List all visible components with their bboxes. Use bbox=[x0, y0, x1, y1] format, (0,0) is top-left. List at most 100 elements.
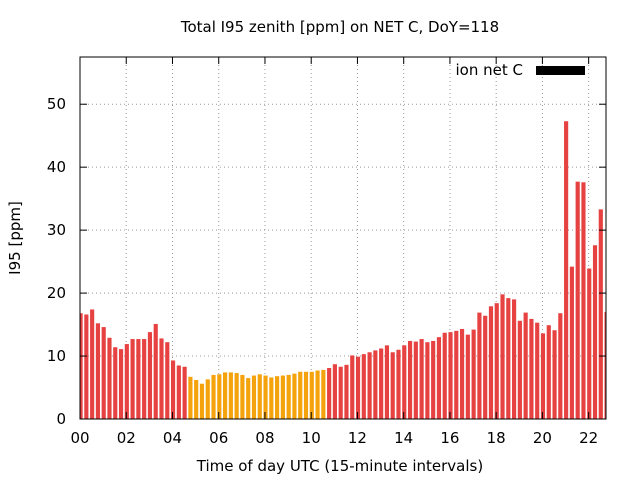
bar bbox=[118, 349, 124, 419]
bar bbox=[246, 378, 251, 419]
bar bbox=[113, 347, 118, 419]
axis-ticks bbox=[79, 57, 606, 420]
bar bbox=[309, 371, 314, 419]
bar bbox=[431, 340, 436, 419]
bar bbox=[275, 376, 280, 419]
bar bbox=[240, 374, 245, 419]
bar bbox=[228, 372, 233, 419]
bar bbox=[165, 342, 170, 419]
x-axis-label: Time of day UTC (15-minute intervals) bbox=[196, 457, 483, 475]
bar bbox=[488, 306, 494, 419]
x-tick-label: 14 bbox=[394, 429, 413, 447]
bar bbox=[500, 294, 505, 419]
bar bbox=[546, 325, 551, 419]
bar bbox=[477, 312, 482, 419]
bar bbox=[217, 374, 222, 419]
bar bbox=[367, 352, 372, 419]
bar bbox=[483, 315, 488, 419]
bar bbox=[396, 349, 401, 419]
bar bbox=[535, 322, 540, 419]
x-tick-label: 20 bbox=[533, 429, 552, 447]
bar bbox=[344, 364, 349, 419]
bar bbox=[315, 370, 320, 419]
bar bbox=[350, 355, 355, 419]
bar bbox=[419, 339, 424, 419]
x-tick-label: 08 bbox=[255, 429, 274, 447]
bar bbox=[454, 330, 459, 419]
legend-label: ion net C bbox=[456, 61, 523, 79]
bar bbox=[159, 338, 164, 419]
bar bbox=[604, 311, 606, 419]
bar bbox=[402, 345, 407, 419]
x-tick-label: 12 bbox=[348, 429, 367, 447]
legend: ion net C bbox=[456, 61, 585, 79]
y-tick-label: 0 bbox=[56, 410, 66, 428]
bar bbox=[107, 337, 112, 419]
bar bbox=[90, 309, 95, 419]
y-tick-labels: 0 10 20 30 40 50 bbox=[47, 95, 66, 428]
legend-swatch bbox=[536, 66, 585, 75]
bar bbox=[136, 339, 141, 419]
bar bbox=[407, 340, 413, 419]
bar bbox=[286, 374, 291, 419]
bar bbox=[234, 373, 239, 419]
bar bbox=[205, 379, 210, 419]
bars bbox=[80, 121, 606, 419]
bar bbox=[575, 181, 580, 419]
bar bbox=[101, 327, 106, 419]
bar bbox=[170, 360, 176, 419]
bar bbox=[558, 313, 563, 419]
bar bbox=[361, 354, 366, 419]
bar bbox=[84, 314, 89, 419]
bar bbox=[471, 329, 476, 419]
y-tick-label: 30 bbox=[47, 221, 66, 239]
x-tick-labels: 00 02 04 06 08 10 12 14 16 18 20 22 bbox=[70, 429, 598, 447]
x-tick-label: 04 bbox=[163, 429, 182, 447]
bar bbox=[182, 366, 187, 419]
bar bbox=[95, 323, 100, 419]
bar bbox=[465, 334, 470, 419]
bar bbox=[569, 266, 574, 419]
bar bbox=[540, 333, 546, 419]
bar bbox=[413, 341, 418, 419]
bar bbox=[298, 371, 303, 419]
bar bbox=[303, 371, 309, 419]
x-tick-label: 16 bbox=[440, 429, 459, 447]
bar bbox=[459, 328, 465, 419]
y-tick-label: 20 bbox=[47, 284, 66, 302]
bar bbox=[269, 377, 274, 419]
bar bbox=[130, 339, 135, 419]
bar bbox=[598, 209, 603, 419]
y-axis-label: I95 [ppm] bbox=[6, 201, 24, 275]
bar bbox=[292, 373, 297, 419]
bar bbox=[587, 268, 592, 419]
grid-lines bbox=[80, 57, 606, 419]
x-tick-label: 06 bbox=[209, 429, 228, 447]
y-tick-label: 50 bbox=[47, 95, 66, 113]
bar bbox=[384, 345, 390, 419]
bar bbox=[517, 320, 522, 419]
bar bbox=[80, 313, 83, 419]
bar bbox=[390, 352, 395, 419]
x-tick-label: 22 bbox=[579, 429, 598, 447]
x-tick-label: 00 bbox=[70, 429, 89, 447]
plot-frame bbox=[79, 56, 607, 420]
bar bbox=[448, 332, 453, 419]
bar bbox=[194, 379, 199, 419]
bar bbox=[223, 372, 228, 419]
bar bbox=[332, 364, 337, 419]
bar bbox=[211, 374, 216, 419]
bar bbox=[523, 312, 528, 419]
bar bbox=[263, 375, 268, 419]
bar bbox=[257, 374, 262, 419]
bar bbox=[124, 344, 129, 419]
bar bbox=[494, 303, 499, 419]
bar bbox=[592, 245, 598, 419]
bar bbox=[512, 299, 517, 419]
bar bbox=[379, 348, 384, 419]
bar bbox=[142, 339, 147, 419]
bar bbox=[147, 332, 153, 419]
bar bbox=[552, 330, 557, 419]
bar bbox=[373, 350, 378, 419]
